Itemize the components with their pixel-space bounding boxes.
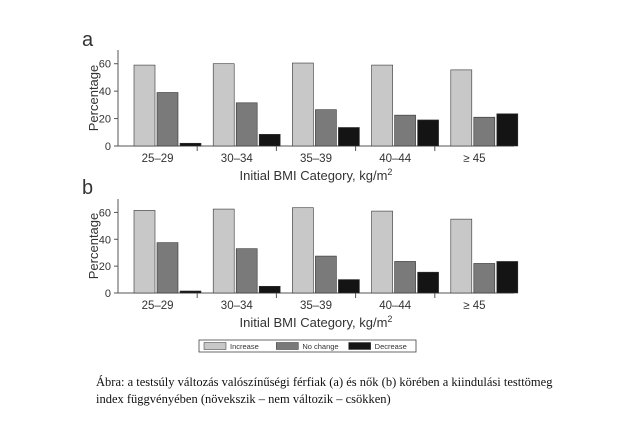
legend-label: Decrease — [375, 342, 407, 351]
y-axis-title: Percentage — [86, 65, 101, 132]
x-tick-label: ≥ 45 — [463, 153, 485, 165]
bar-no-change — [473, 116, 496, 147]
bar-increase — [292, 62, 314, 147]
bar-decrease — [417, 271, 439, 294]
caption-line-2: index függvényében (növekszik – nem vált… — [96, 392, 391, 406]
bar-no-change — [394, 261, 416, 294]
x-tick-label: 25–29 — [142, 300, 174, 312]
x-tick-label: 35–39 — [300, 300, 332, 312]
bar-increase — [371, 210, 393, 294]
bar-increase — [212, 63, 235, 147]
panel-label: a — [82, 29, 94, 51]
y-tick-label: 40 — [99, 234, 111, 246]
legend: Increase No change Decrease — [198, 339, 417, 353]
x-tick-label: 35–39 — [300, 153, 332, 165]
bar-increase — [292, 207, 314, 294]
x-tick-label: ≥ 45 — [463, 300, 485, 312]
y-tick-label: 60 — [99, 207, 111, 219]
x-tick-label: 30–34 — [221, 153, 254, 165]
caption-line-1: Ábra: a testsúly változás valószínűségi … — [96, 375, 553, 389]
bar-increase — [212, 208, 235, 294]
bar-no-change — [235, 248, 258, 294]
y-tick-label: 0 — [105, 288, 111, 300]
bar-decrease — [179, 142, 202, 147]
bar-increase — [133, 210, 156, 294]
bar-decrease — [338, 279, 360, 294]
bar-decrease — [258, 285, 281, 294]
bar-increase — [450, 69, 473, 147]
bar-no-change — [315, 109, 337, 147]
x-axis-title: Initial BMI Category, kg/m2 — [240, 314, 393, 330]
x-tick-label: 30–34 — [221, 300, 254, 312]
x-axis-title: Initial BMI Category, kg/m2 — [240, 167, 393, 183]
y-tick-label: 60 — [99, 59, 111, 71]
legend-swatch-no-change — [276, 342, 299, 350]
bar-no-change — [473, 263, 496, 294]
panel-label: b — [82, 177, 93, 199]
x-tick-label: 40–44 — [379, 153, 412, 165]
bar-decrease — [179, 290, 202, 294]
x-tick-label: 40–44 — [379, 300, 412, 312]
y-tick-label: 40 — [99, 86, 111, 98]
legend-swatch-decrease — [348, 342, 371, 350]
y-tick-label: 0 — [105, 141, 111, 153]
legend-label: Increase — [230, 342, 259, 351]
bar-decrease — [338, 127, 360, 147]
y-tick-label: 20 — [99, 261, 111, 273]
bar-decrease — [258, 134, 281, 147]
y-axis-title: Percentage — [86, 213, 101, 280]
bar-no-change — [315, 255, 337, 294]
x-tick-label: 25–29 — [142, 153, 174, 165]
bar-no-change — [156, 242, 179, 294]
bar-no-change — [394, 114, 416, 147]
bar-increase — [371, 64, 393, 147]
bar-increase — [450, 218, 473, 294]
bar-increase — [133, 64, 156, 147]
bar-decrease — [496, 113, 519, 147]
y-tick-label: 20 — [99, 114, 111, 126]
legend-label: No change — [302, 342, 338, 351]
bar-no-change — [235, 102, 258, 147]
bar-no-change — [156, 92, 179, 147]
bar-decrease — [496, 261, 519, 294]
bar-decrease — [417, 119, 439, 147]
figure-caption: Ábra: a testsúly változás valószínűségi … — [96, 374, 596, 408]
legend-swatch-increase — [203, 342, 227, 350]
